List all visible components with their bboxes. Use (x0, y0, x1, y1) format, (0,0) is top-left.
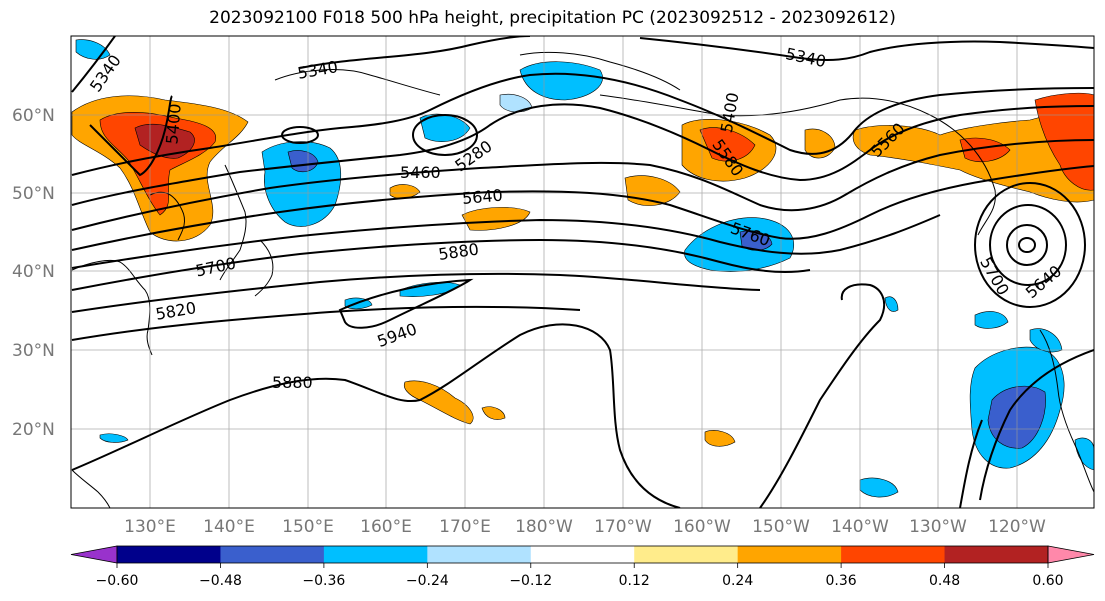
longitude-label: 160°W (673, 517, 731, 537)
height-contour (281, 126, 319, 144)
latitude-label: 50°N (12, 184, 55, 204)
colorbar-tick-labels: −0.60 −0.48 −0.36 −0.24 −0.12 0.12 0.24 0.36 0.4… (96, 563, 1064, 589)
colorbar-tick-label: 0.60 (1032, 573, 1063, 589)
map-title: 2023092100 F018 500 hPa height, precipit… (209, 8, 896, 28)
coastlines (71, 51, 1094, 508)
contour-label: 5640 (461, 185, 503, 207)
height-contour (338, 278, 474, 329)
colorbar-tick-label: 0.24 (722, 573, 753, 589)
precip-positive-region (389, 184, 421, 199)
contour-label: 5880 (272, 373, 313, 392)
colorbar-extend-low (70, 545, 118, 564)
height-contour (639, 37, 1094, 61)
latitude-label: 30°N (12, 341, 55, 361)
colorbar-extend-high (1047, 545, 1095, 564)
height-contour (974, 182, 1086, 308)
latitude-labels: 60°N 50°N 40°N 30°N 20°N (12, 106, 55, 440)
precip-negative-region (684, 217, 795, 272)
height-contour (71, 323, 681, 508)
colorbar-segment (737, 546, 842, 563)
height-contour (959, 419, 983, 508)
latitude-label: 40°N (12, 262, 55, 282)
colorbar-tick-label: −0.48 (199, 573, 242, 589)
plot-frame (70, 35, 1095, 509)
height-contour (71, 272, 761, 313)
height-contour (71, 139, 1094, 231)
precip-negative-region (974, 311, 1009, 329)
latitude-label: 60°N (12, 106, 55, 126)
contour-label: 5400 (162, 103, 184, 145)
precip-negative-region (519, 61, 603, 101)
height-contour (89, 95, 173, 177)
longitude-label: 150°E (282, 517, 334, 537)
height-contour (989, 204, 1067, 286)
precip-negative-region (859, 477, 899, 498)
plot-area: 5340 5340 5340 5400 5400 5280 5460 5640 … (70, 35, 1095, 509)
colorbar-tick-label: −0.36 (302, 573, 345, 589)
precip-negative-region (99, 433, 129, 443)
height-contours (71, 36, 1094, 508)
precip-negative-region (419, 113, 471, 142)
height-contour (71, 36, 116, 93)
height-contour (71, 238, 811, 291)
colorbar-tick-label: 0.48 (929, 573, 960, 589)
longitude-label: 170°E (439, 517, 491, 537)
longitude-label: 130°E (124, 517, 176, 537)
precip-negative-region (1074, 437, 1094, 471)
colorbar-segment (323, 546, 428, 563)
colorbar-segment (220, 546, 325, 563)
longitude-label: 120°W (988, 517, 1046, 537)
precip-positive-region (1034, 92, 1094, 191)
colorbar (70, 545, 1095, 564)
colorbar-segment (427, 546, 532, 563)
height-contour (71, 214, 941, 269)
colorbar-tick-label: −0.60 (96, 573, 139, 589)
colorbar-tick-label: −0.12 (509, 573, 552, 589)
colorbar-outline (116, 545, 1049, 564)
height-contour (71, 165, 1094, 251)
longitude-labels: 130°E 140°E 150°E 160°E 170°E 180°W 170°… (124, 517, 1046, 537)
colorbar-segment (634, 546, 739, 563)
colorbar-tick-label: −0.24 (406, 573, 449, 589)
longitude-label: 140°E (203, 517, 255, 537)
longitude-label: 140°W (831, 517, 889, 537)
longitude-label: 170°W (594, 517, 652, 537)
contour-label: 5460 (400, 163, 441, 182)
height-contour (412, 114, 478, 156)
height-contour (1006, 224, 1048, 266)
longitude-label: 160°E (360, 517, 412, 537)
colorbar-segment (944, 546, 1049, 563)
colorbar-segment (841, 546, 946, 563)
precip-negative-region (884, 296, 899, 312)
height-contour (1018, 237, 1036, 253)
height-contour (71, 305, 581, 341)
precip-positive-region (959, 137, 1011, 163)
colorbar-segment (117, 546, 221, 563)
height-contour (71, 103, 1094, 206)
height-contour (979, 349, 1094, 501)
precip-positive-region (461, 207, 531, 231)
precip-positive-region (704, 430, 736, 447)
longitude-label: 130°W (909, 517, 967, 537)
latitude-label: 20°N (12, 420, 55, 440)
colorbar-tick-label: 0.36 (826, 573, 857, 589)
height-contour (759, 283, 886, 508)
colorbar-segment (530, 546, 635, 563)
colorbar-tick-label: 0.12 (619, 573, 650, 589)
longitude-label: 150°W (752, 517, 810, 537)
longitude-label: 180°W (515, 517, 573, 537)
precip-positive-region (481, 406, 506, 420)
height-contour (299, 36, 531, 69)
height-contour (71, 72, 1094, 176)
